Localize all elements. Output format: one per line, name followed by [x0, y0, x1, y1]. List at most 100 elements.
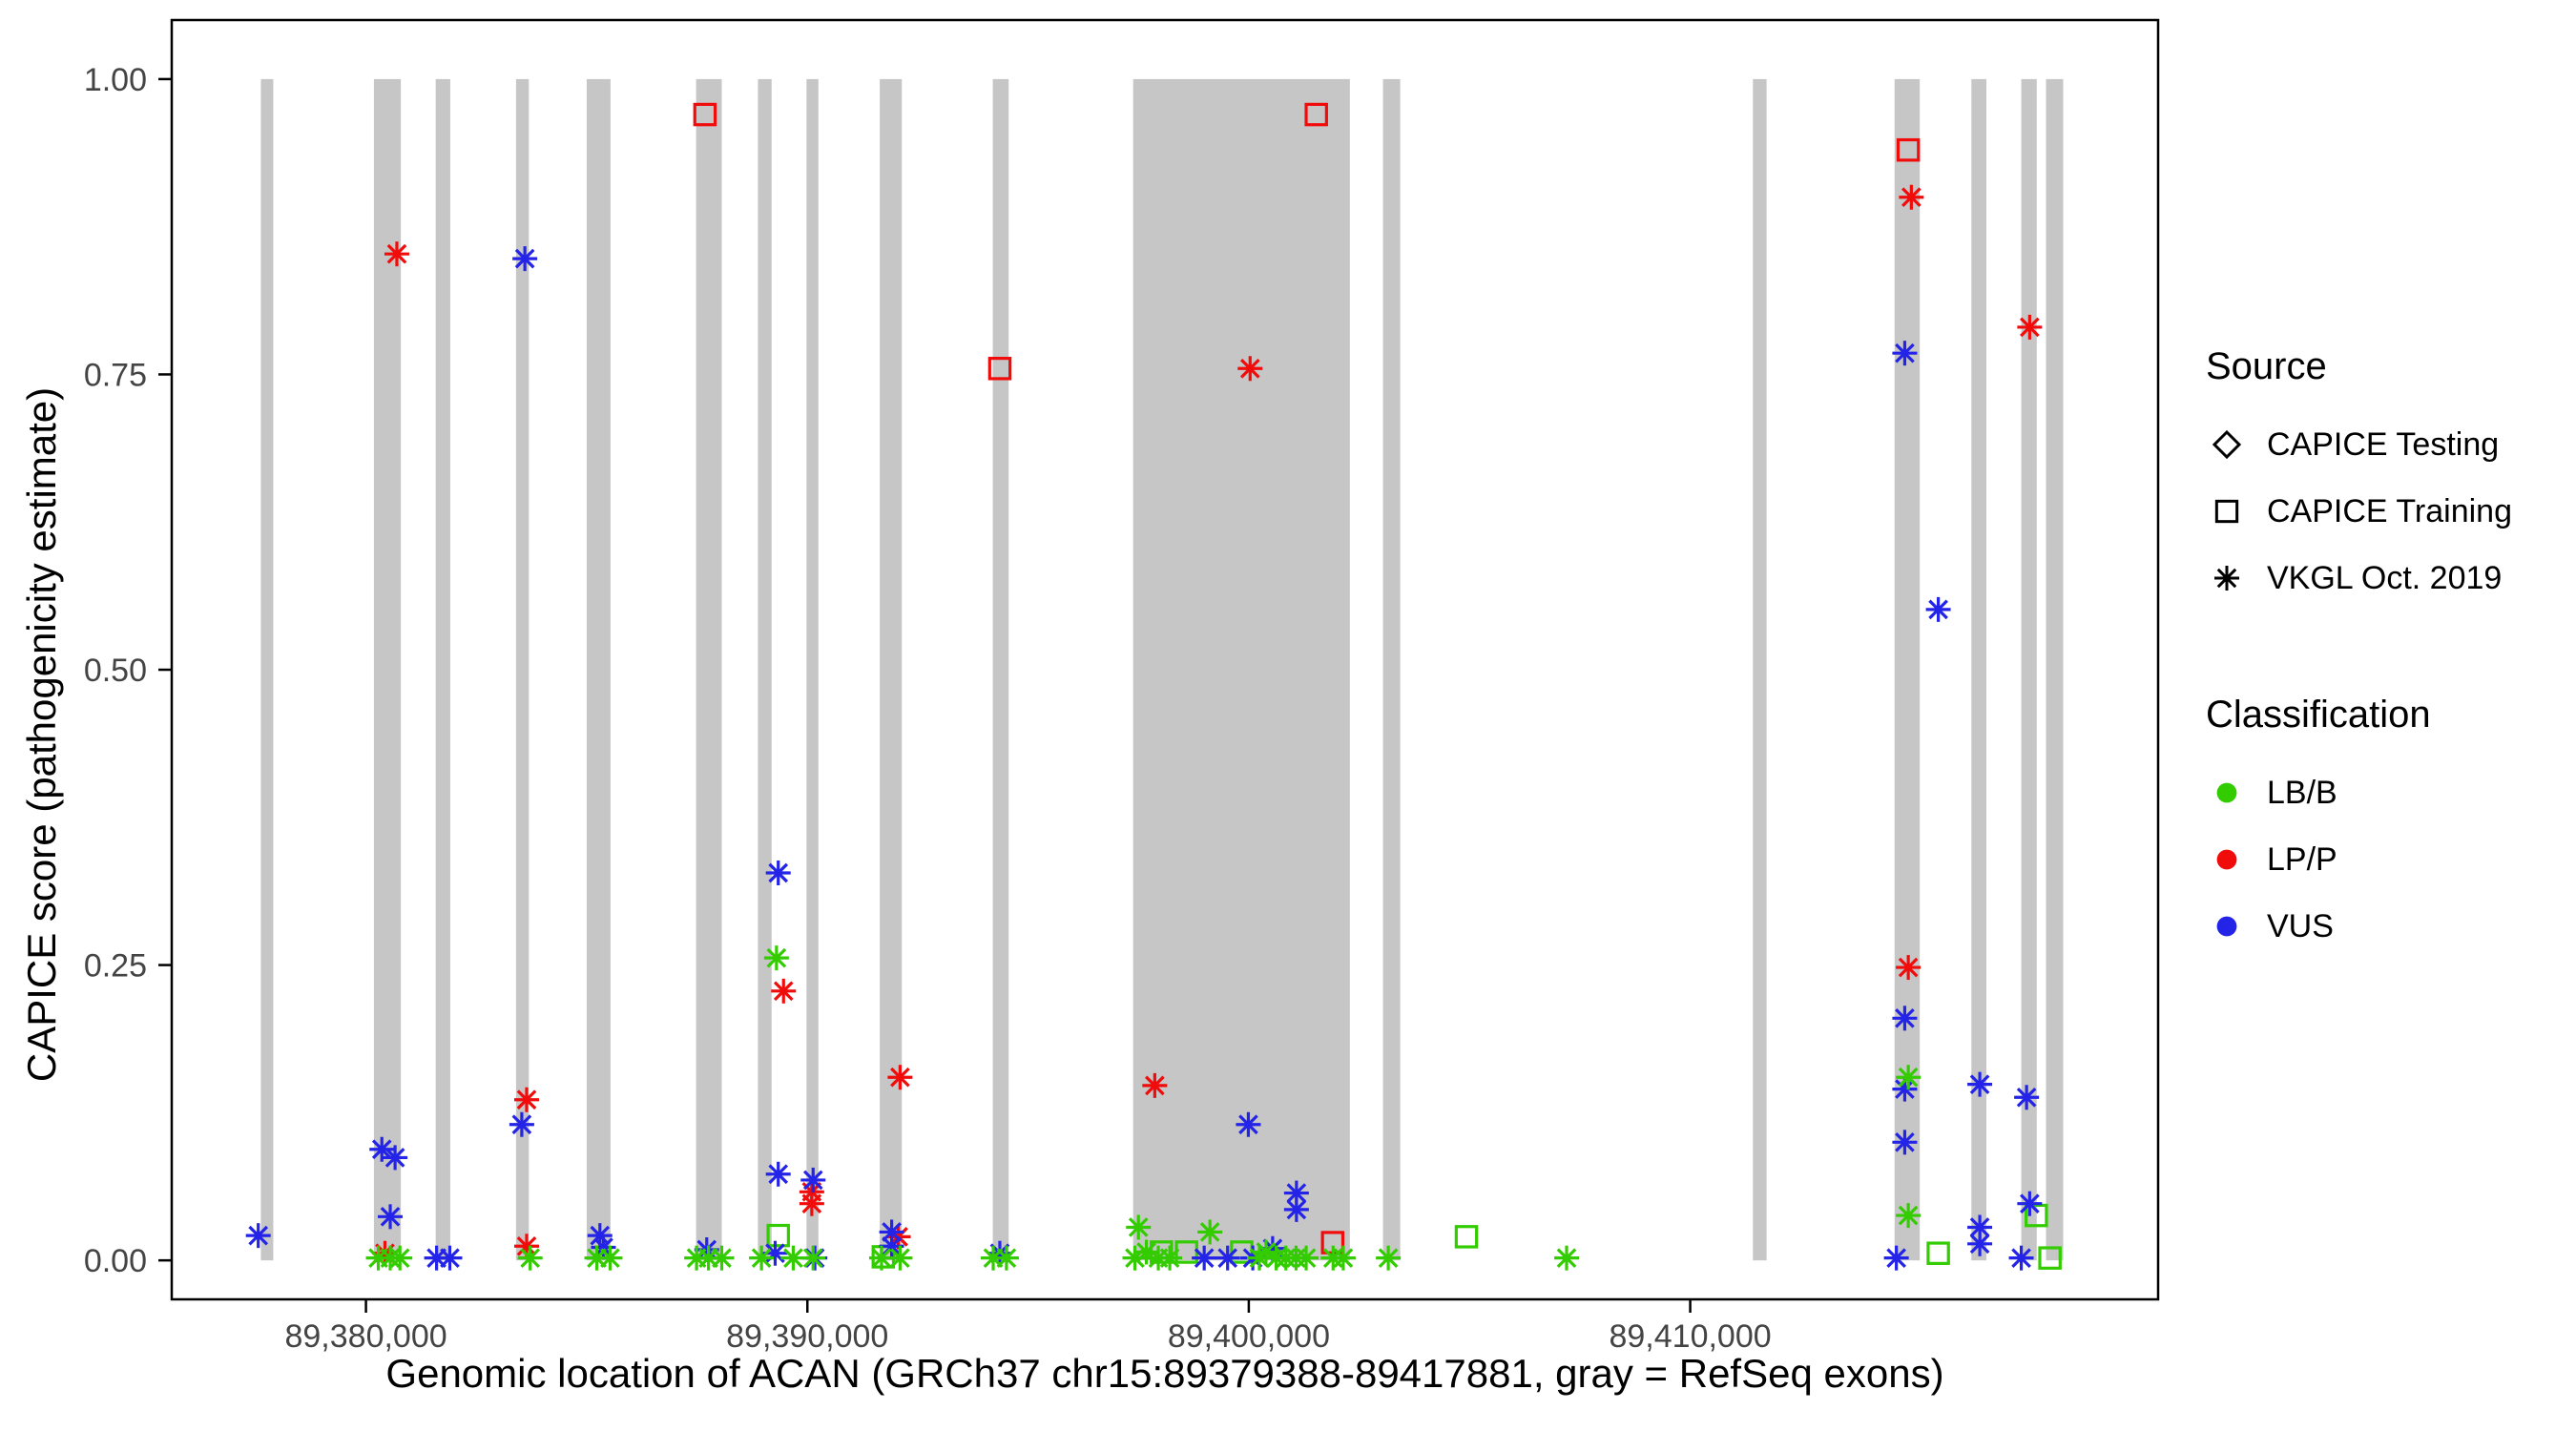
data-point: [1896, 137, 1921, 162]
data-point: [1896, 1203, 1922, 1229]
y-axis-label: CAPICE score (pathogenicity estimate): [19, 386, 64, 1083]
legend-item: VUS: [2206, 893, 2573, 960]
data-point: [2017, 1191, 2043, 1216]
data-point: [1454, 1225, 1479, 1249]
data-point: [245, 1223, 271, 1249]
data-point: [765, 861, 791, 885]
data-point: [2008, 1245, 2034, 1271]
y-tick-label: 0.25: [84, 948, 147, 985]
data-point: [1883, 1245, 1909, 1271]
data-point: [369, 1136, 395, 1162]
data-point: [1157, 1245, 1183, 1271]
exon-bar: [1382, 78, 1401, 1261]
data-point: [799, 1191, 824, 1216]
data-point: [1126, 1214, 1152, 1240]
data-point: [1283, 1196, 1309, 1222]
data-point: [1197, 1219, 1223, 1245]
legend-gap: [2206, 612, 2573, 694]
y-tick-label: 0.75: [84, 357, 147, 393]
data-point: [517, 1245, 543, 1271]
legend: Source CAPICE Testing CAPICE Training VKGL…: [2206, 345, 2573, 960]
y-tick-label: 0.50: [84, 653, 147, 689]
dot-icon: [2216, 782, 2237, 803]
data-point: [384, 241, 409, 267]
data-point: [1215, 1245, 1240, 1271]
legend-classification-title: Classification: [2206, 694, 2431, 736]
legend-item: VKGL Oct. 2019: [2206, 545, 2573, 612]
exon-bar: [515, 78, 530, 1261]
data-point: [1892, 341, 1918, 366]
exon-bar: [758, 78, 772, 1261]
legend-source-items: CAPICE Testing CAPICE Training VKGL Oct. 2…: [2206, 411, 2573, 612]
exon-bar: [1894, 78, 1921, 1261]
legend-item-label: LP/P: [2267, 840, 2337, 878]
legend-item-label: LB/B: [2267, 774, 2337, 811]
data-point: [887, 1065, 913, 1090]
data-point: [512, 246, 538, 272]
y-tick-label: 1.00: [84, 62, 147, 98]
data-point: [437, 1245, 463, 1271]
data-point: [800, 1245, 826, 1271]
data-point: [1967, 1231, 1993, 1256]
asterisk-icon: [2214, 566, 2239, 591]
panel-border: [170, 18, 2160, 1301]
data-point: [868, 1245, 894, 1271]
x-tick-label: 89,400,000: [1168, 1318, 1330, 1355]
data-point: [2014, 1085, 2040, 1110]
data-point: [1896, 955, 1922, 981]
data-point: [987, 357, 1012, 381]
data-point: [1892, 1076, 1918, 1102]
dot-icon: [2216, 849, 2237, 870]
data-point: [378, 1204, 404, 1230]
legend-item: CAPICE Training: [2206, 478, 2573, 545]
exon-bar: [373, 78, 402, 1261]
exon-bar: [992, 78, 1009, 1261]
exon-bar: [260, 78, 274, 1261]
legend-source-title: Source: [2206, 345, 2327, 387]
data-point: [587, 1223, 613, 1249]
data-point: [1896, 1065, 1922, 1090]
data-point: [1892, 1006, 1918, 1031]
exon-bar: [1753, 78, 1767, 1261]
data-point: [509, 1111, 534, 1137]
exon-bar: [806, 78, 819, 1261]
data-point: [1926, 1241, 1950, 1265]
data-point: [1237, 356, 1263, 382]
legend-item-label: CAPICE Testing: [2267, 425, 2500, 463]
data-point: [513, 1087, 539, 1112]
series-asterisk-lbb: [365, 945, 1922, 1271]
data-point: [800, 1167, 826, 1192]
legend-item-label: VKGL Oct. 2019: [2267, 559, 2503, 596]
exon-bar: [586, 78, 611, 1261]
exon-bar: [880, 78, 903, 1261]
legend-item-label: CAPICE Training: [2267, 492, 2512, 529]
exon-bar: [435, 78, 450, 1261]
legend-classification-items: LB/B LP/P VUS: [2206, 759, 2573, 960]
x-axis-label: Genomic location of ACAN (GRCh37 chr15:8…: [385, 1351, 1944, 1396]
data-point: [1236, 1111, 1261, 1137]
exon-bar: [696, 78, 722, 1261]
legend-item: LP/P: [2206, 826, 2573, 893]
data-point: [1192, 1245, 1217, 1271]
data-point: [993, 1245, 1019, 1271]
legend-item: CAPICE Testing: [2206, 411, 2573, 478]
data-point: [1899, 184, 1924, 210]
exon-bar: [2046, 78, 2064, 1261]
data-point: [1967, 1071, 1993, 1097]
legend-item-label: VUS: [2267, 907, 2334, 944]
x-tick-label: 89,390,000: [726, 1318, 888, 1355]
data-point: [597, 1245, 623, 1271]
data-point: [2038, 1246, 2062, 1270]
data-point: [383, 1145, 408, 1171]
series-square-lbb: [766, 1203, 2062, 1270]
exon-bar: [1132, 78, 1350, 1261]
data-point: [1304, 102, 1328, 127]
data-point: [387, 1245, 413, 1271]
data-point: [1247, 1245, 1273, 1271]
data-point: [749, 1245, 775, 1271]
data-point: [693, 102, 717, 127]
data-point: [765, 1161, 791, 1187]
x-tick-label: 89,410,000: [1609, 1318, 1771, 1355]
